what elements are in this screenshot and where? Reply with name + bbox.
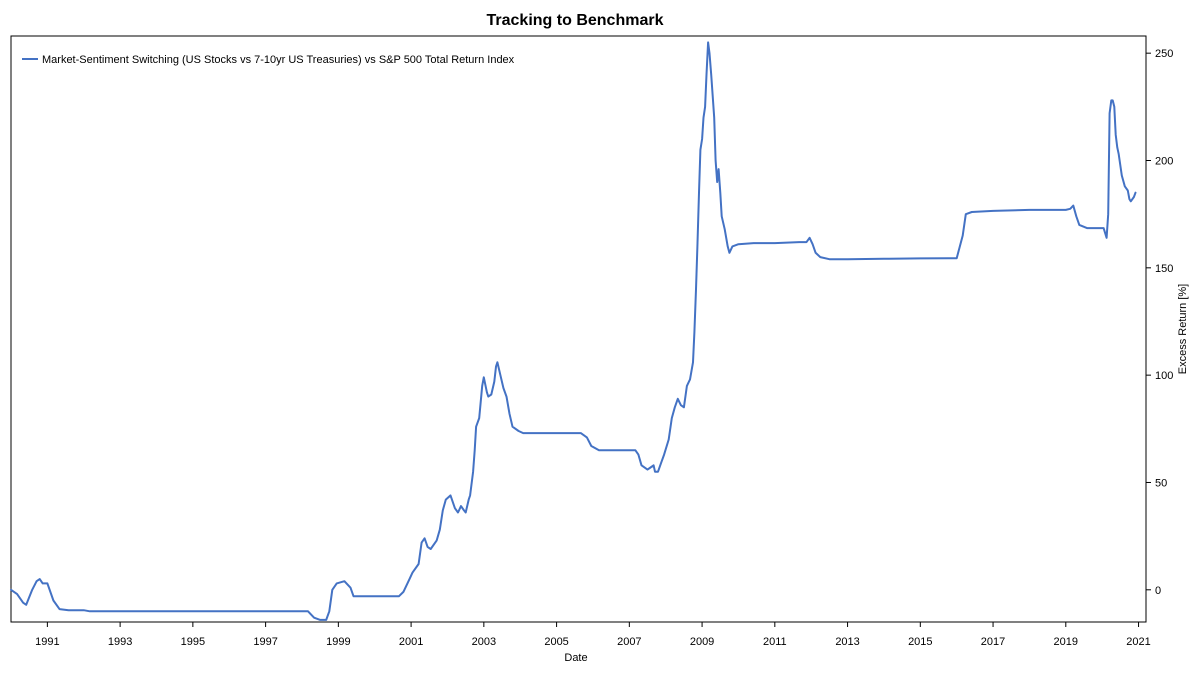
x-tick-label: 2001: [399, 636, 423, 648]
x-tick-label: 2015: [908, 636, 932, 648]
legend-label: Market-Sentiment Switching (US Stocks vs…: [42, 54, 515, 66]
x-tick-label: 2019: [1054, 636, 1078, 648]
plot-area-frame: [10, 35, 1147, 623]
x-tick-label: 2017: [981, 636, 1005, 648]
series-line: [10, 41, 1137, 621]
x-tick-label: 1995: [181, 636, 205, 648]
x-tick-label: 1991: [35, 636, 59, 648]
x-tick-label: 2005: [544, 636, 568, 648]
y-tick-label: 150: [1155, 263, 1173, 275]
x-tick-label: 1993: [108, 636, 132, 648]
x-tick-label: 2021: [1126, 636, 1150, 648]
series-layer: [10, 41, 1137, 621]
y-tick-label: 50: [1155, 477, 1167, 489]
x-tick-label: 2007: [617, 636, 641, 648]
y-tick-label: 100: [1155, 370, 1173, 382]
y-tick-label: 0: [1155, 585, 1161, 597]
x-tick-label: 2011: [763, 636, 787, 648]
y-axis-label: Excess Return [%]: [1177, 284, 1189, 374]
x-axis-ticks: 1991 1993 1995 1997 1999 2001 2003 2005 2007 2009…: [35, 622, 1151, 648]
legend: Market-Sentiment Switching (US Stocks vs…: [22, 54, 515, 66]
x-tick-label: 1999: [326, 636, 350, 648]
x-axis-label: Date: [564, 652, 587, 664]
y-tick-label: 250: [1155, 48, 1173, 60]
x-tick-label: 2013: [835, 636, 859, 648]
x-tick-label: 2009: [690, 636, 714, 648]
x-tick-label: 1997: [253, 636, 277, 648]
chart-title: Tracking to Benchmark: [487, 12, 664, 29]
y-tick-label: 200: [1155, 155, 1173, 167]
y-axis-ticks: 0 50 100 150 200 250: [1146, 48, 1173, 597]
x-tick-label: 2003: [472, 636, 496, 648]
